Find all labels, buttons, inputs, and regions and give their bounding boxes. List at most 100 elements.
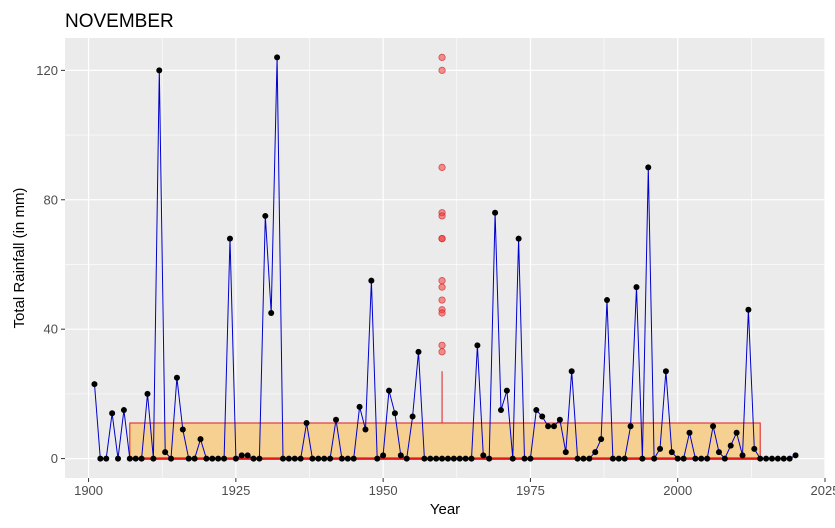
data-point [521,455,528,462]
data-point [344,455,351,462]
data-point [515,235,522,242]
data-point [609,455,616,462]
data-point [698,455,705,462]
data-point [568,368,575,375]
outlier-point [438,163,446,172]
data-point [497,407,504,414]
data-point [503,387,510,394]
data-point [138,455,145,462]
rainfall-series [91,54,799,462]
data-point [586,455,593,462]
data-point [350,455,357,462]
data-point [621,455,628,462]
data-point [309,455,316,462]
data-point [674,455,681,462]
data-point [480,452,487,459]
data-point [592,449,599,456]
data-point [786,455,793,462]
data-point [792,452,799,459]
data-point [109,410,116,417]
data-point [221,455,228,462]
data-point [427,455,434,462]
data-point [657,445,664,452]
data-point [91,381,98,388]
x-tick-label: 1900 [74,483,103,498]
data-point [315,455,322,462]
x-tick-label: 1950 [369,483,398,498]
data-point [250,455,257,462]
data-point [627,423,634,430]
data-point [103,455,110,462]
data-point [179,426,186,433]
data-point [238,452,245,459]
outlier-point [438,283,446,291]
x-tick-label: 1975 [516,483,545,498]
data-point [598,436,605,443]
data-point [662,368,669,375]
data-point [215,455,222,462]
outlier-point [438,277,446,285]
outlier-point [438,234,446,243]
x-tick-label: 2000 [663,483,692,498]
outlier-point [438,212,446,220]
data-point [492,209,499,216]
data-point [468,455,475,462]
data-point [185,455,192,462]
outlier-point [438,296,446,304]
data-point [132,455,139,462]
data-point [486,455,493,462]
data-point [333,416,340,423]
data-point [757,455,764,462]
data-point [562,449,569,456]
data-point [686,429,693,436]
data-point [338,455,345,462]
data-point [692,455,699,462]
data-point [604,297,611,304]
data-point [356,403,363,410]
data-point [763,455,770,462]
data-point [168,455,175,462]
data-point [421,455,428,462]
data-point [444,455,451,462]
data-point [439,455,446,462]
data-point [509,455,516,462]
data-point [545,423,552,430]
x-tick-label: 2025 [811,483,835,498]
data-point [639,455,646,462]
x-axis-title: Year [430,501,460,518]
data-point [533,407,540,414]
data-point [362,426,369,433]
data-point [550,423,557,430]
outlier-point [438,66,446,74]
outlier-point [438,309,446,317]
data-point [126,455,133,462]
data-point [474,342,481,349]
data-point [256,455,263,462]
data-point [197,436,204,443]
data-point [150,455,157,462]
data-point [415,348,422,355]
data-point [751,445,758,452]
data-point [262,212,269,219]
data-point [739,452,746,459]
data-point [380,452,387,459]
data-point [645,164,652,171]
data-point [291,455,298,462]
data-point [327,455,334,462]
y-tick-label: 0 [51,451,58,466]
data-point [232,455,239,462]
box-iqr [129,422,761,460]
data-point [556,416,563,423]
data-point [268,310,275,316]
data-point [680,455,687,462]
data-point [780,455,787,462]
data-point [120,407,127,414]
data-point [433,455,440,462]
data-point [97,455,104,462]
data-point [651,455,658,462]
data-point [633,284,640,291]
data-point [203,455,210,462]
data-point [774,455,781,462]
data-point [285,455,292,462]
